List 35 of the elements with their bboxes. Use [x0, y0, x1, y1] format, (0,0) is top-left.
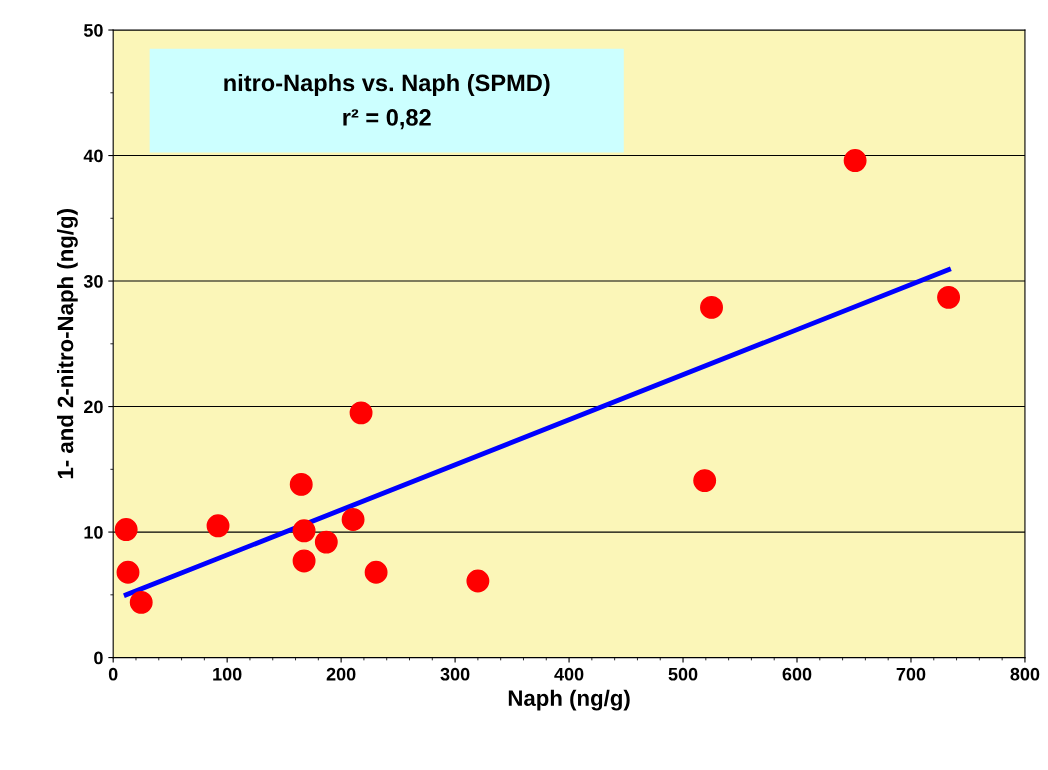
y-tick-label: 10	[84, 526, 103, 539]
x-tick-label: 200	[326, 667, 356, 681]
x-tick-label: 0	[108, 667, 118, 681]
point	[314, 530, 338, 554]
y-tick-label: 20	[84, 400, 103, 414]
text: nitro-Naphs vs. Naph (SPMD)	[224, 73, 550, 96]
y-tick-label: 0	[94, 651, 103, 665]
point	[116, 560, 140, 584]
point	[349, 401, 373, 425]
point	[341, 508, 365, 531]
point	[700, 295, 723, 319]
point	[289, 472, 313, 496]
point	[129, 590, 153, 614]
x-tick-label: 400	[554, 667, 584, 681]
point	[206, 514, 230, 538]
y-tick-label: 30	[83, 274, 103, 288]
point	[292, 519, 316, 543]
point	[114, 518, 138, 542]
x-tick-label: 800	[1010, 667, 1040, 681]
x-axis-title: Naph (ng/g)	[508, 689, 630, 711]
y-tick-label: 50	[83, 23, 103, 37]
annotation: r² = 0,82	[343, 109, 431, 130]
point	[364, 560, 388, 584]
x-tick-label: 700	[896, 667, 926, 681]
point	[466, 569, 490, 593]
x-tick-label: 600	[782, 667, 812, 681]
x-tick-label: 500	[668, 667, 698, 681]
point	[292, 549, 316, 573]
point	[693, 469, 717, 493]
x-tick-label: 100	[213, 667, 242, 681]
x-tick-label: 300	[440, 667, 470, 681]
y-tick-label: 40	[83, 149, 103, 163]
point	[843, 149, 867, 173]
y-axis-title: 1- and 2-nitro-Naph (ng/g)	[57, 209, 78, 479]
point	[937, 285, 961, 309]
